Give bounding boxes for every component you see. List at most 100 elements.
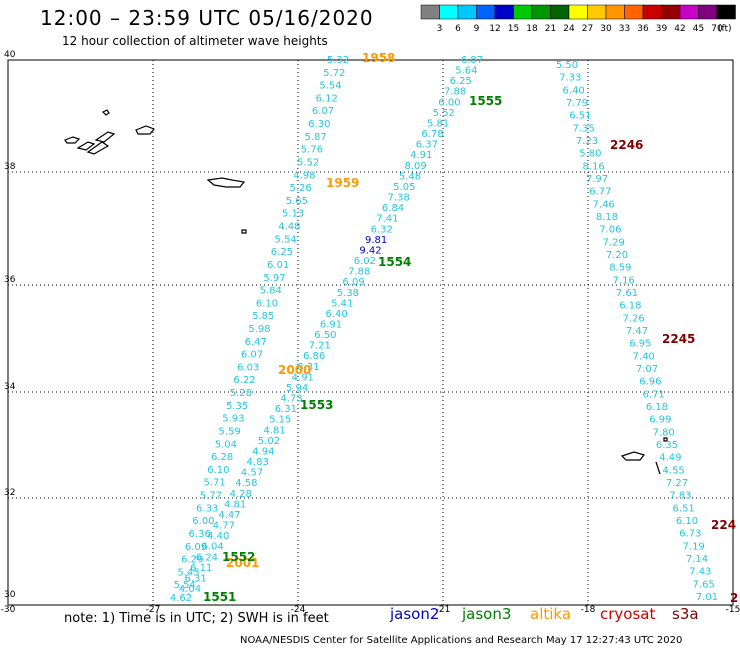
time-label-2245: 2245 (662, 332, 695, 346)
altika-value: 6.10 (207, 465, 229, 476)
jason3-value: 5.15 (269, 415, 291, 426)
time-label-1553: 1553 (300, 398, 333, 412)
time-label-1551: 1551 (203, 590, 236, 604)
legend-swatch (513, 4, 533, 20)
jason3-value: 6.04 (201, 542, 223, 553)
legend-swatch (587, 4, 607, 20)
s3a-value: 7.19 (683, 541, 705, 552)
jason3-value: 9.42 (359, 245, 381, 256)
jason3-value: 6.31 (275, 404, 297, 415)
lat-label: 32 (4, 488, 15, 498)
wave-height-tracks: 5.325.725.546.126.076.305.875.765.524.98… (170, 55, 718, 604)
jason3-value: 6.91 (320, 320, 342, 331)
s3a-value: 7.46 (593, 199, 615, 210)
legend-label: 70 (711, 24, 723, 34)
legend-swatch (531, 4, 551, 20)
legend-label: 21 (545, 24, 556, 34)
jason3-value: 6.11 (190, 563, 212, 574)
altika-value: 5.87 (304, 132, 326, 143)
legend-label: 27 (582, 24, 593, 34)
s3a-value: 7.79 (566, 98, 588, 109)
s3a-value: 6.71 (643, 389, 665, 400)
altika-value: 4.48 (278, 222, 300, 233)
lon-label: -15 (726, 605, 740, 615)
plot-frame (7, 59, 734, 606)
altika-value: 5.59 (218, 426, 240, 437)
jason3-value: 7.41 (376, 214, 398, 225)
time-label-1959: 1959 (326, 176, 359, 190)
jason3-value: 5.38 (337, 288, 359, 299)
s3a-value: 7.61 (616, 288, 638, 299)
s3a-value: 6.35 (656, 440, 678, 451)
island-outlines (64, 109, 668, 475)
s3a-value: 6.77 (589, 187, 611, 198)
time-label-2000: 2000 (278, 363, 311, 377)
lon-label: -21 (436, 605, 451, 615)
altika-value: 5.35 (226, 401, 248, 412)
altika-value: 6.25 (271, 247, 293, 258)
s3a-value: 6.73 (679, 529, 701, 540)
s3a-value: 6.18 (646, 402, 668, 413)
s3a-value: 6.18 (619, 301, 641, 312)
legend-label: 6 (455, 24, 461, 34)
altika-value: 5.72 (323, 68, 345, 79)
legend-label: 9 (474, 24, 480, 34)
lon-label: -24 (291, 605, 306, 615)
s3a-value: 7.43 (689, 567, 711, 578)
lat-label: 36 (4, 275, 16, 285)
altika-value: 6.10 (256, 298, 278, 309)
jason3-value: 6.78 (421, 129, 443, 140)
time-label-1555: 1555 (469, 94, 502, 108)
jason3-value: 5.81 (427, 118, 449, 129)
satellite-altika: altika (530, 605, 572, 623)
color-legend: 3 6 9 12 15 18 21 24 27 30 33 36 39 42 45 70(ft) (420, 4, 736, 34)
altika-value: 5.77 (200, 491, 222, 502)
time-label-2: 2 (730, 591, 738, 605)
altika-value: 6.47 (245, 337, 267, 348)
altika-value: 5.93 (222, 414, 244, 425)
legend-label: 18 (526, 24, 538, 34)
altika-value: 6.01 (267, 260, 289, 271)
legend-unit: (ft) (718, 24, 732, 34)
jason3-value: 4.83 (247, 457, 269, 468)
jason3-value: 5.02 (258, 436, 280, 447)
altika-value: 4.62 (170, 593, 192, 604)
s3a-value: 6.96 (639, 377, 661, 388)
altika-value: 5.52 (297, 157, 319, 168)
time-label-2001: 2001 (226, 556, 259, 570)
jason3-value: 5.05 (393, 182, 415, 193)
jason3-value: 6.00 (438, 97, 460, 108)
legend-swatch (642, 4, 662, 20)
legend-swatch (605, 4, 625, 20)
jason3-value: 6.86 (303, 351, 325, 362)
jason3-value: 4.47 (218, 510, 240, 521)
jason3-value: 5.64 (455, 66, 477, 77)
legend-label: 33 (619, 24, 630, 34)
altika-value: 6.12 (316, 93, 338, 104)
jason3-value: 5.94 (286, 383, 308, 394)
time-label-1552: 1552 (222, 550, 255, 564)
s3a-value: 8.16 (583, 161, 605, 172)
altika-value: 4.98 (293, 170, 315, 181)
time-label-1958: 1958 (362, 51, 395, 65)
s3a-value: 7.01 (696, 592, 718, 603)
satellite-jason2: jason2 (390, 605, 440, 623)
s3a-value: 7.16 (613, 275, 635, 286)
legend-label: 45 (693, 24, 704, 34)
s3a-value: 7.97 (586, 174, 608, 185)
altika-value: 6.22 (233, 375, 255, 386)
altika-value: 5.97 (263, 273, 285, 284)
jason3-value: 4.91 (410, 150, 432, 161)
jason3-value: 5.48 (399, 171, 421, 182)
jason3-value: 5.41 (331, 298, 353, 309)
altika-value: 5.28 (230, 388, 252, 399)
s3a-value: 7.06 (599, 225, 621, 236)
s3a-value: 7.35 (573, 123, 595, 134)
time-label-224: 224 (711, 518, 736, 532)
jason3-value: 6.25 (450, 76, 472, 87)
satellite-s3a: s3a (672, 605, 699, 623)
s3a-value: 7.40 (633, 351, 655, 362)
satellite-jason3: jason3 (462, 605, 512, 623)
jason3-value: 4.28 (230, 489, 252, 500)
altika-value: 6.00 (192, 516, 214, 527)
